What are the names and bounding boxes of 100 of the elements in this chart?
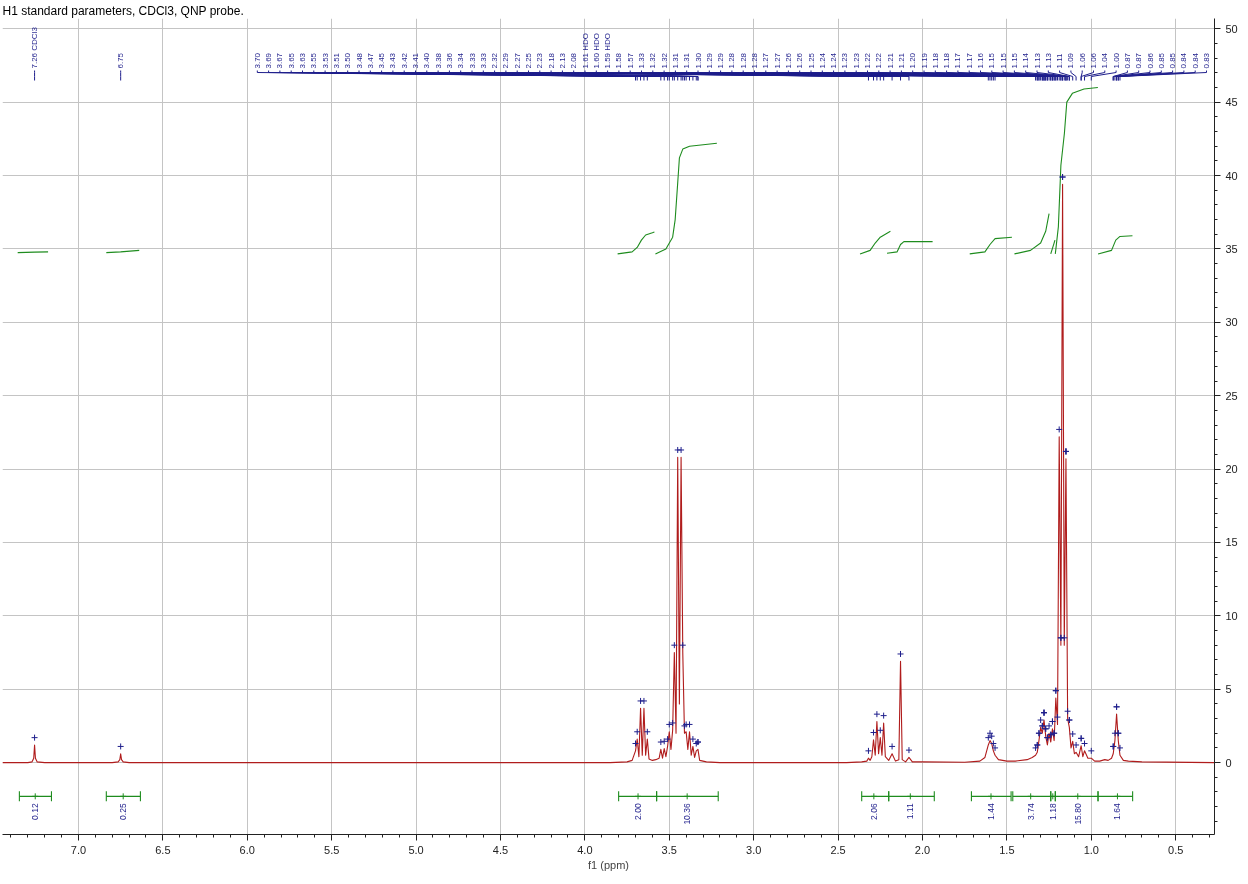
annotation: 1.28 (750, 52, 759, 69)
x-tick-label: 1.5 (999, 843, 1015, 856)
annotation: 1.26 (795, 52, 805, 69)
annotation: 1.30 (693, 52, 703, 69)
annotation: 1.28 (738, 52, 748, 69)
annotation: 1.00 (1111, 52, 1121, 69)
annotation: 3.63 (298, 52, 307, 69)
annotation: 1.58 (614, 52, 624, 69)
annotation: 2.27 (512, 52, 522, 69)
annotation: 1.15 (987, 52, 997, 69)
annotation: 0.25 (118, 803, 129, 820)
x-axis-title: f1 (ppm) (588, 858, 629, 871)
annotation: 3.69 (264, 52, 274, 69)
x-tick-label: 3.5 (661, 843, 677, 856)
chart-title: H1 standard parameters, CDCl3, QNP probe. (2, 3, 244, 18)
y-tick-label: 30 (1225, 316, 1238, 329)
y-tick-label: 40 (1225, 169, 1238, 182)
annotation: 1.18 (930, 52, 940, 69)
x-tick-label: 2.0 (914, 843, 931, 856)
annotation: 2.29 (501, 52, 511, 69)
annotation: 3.38 (433, 52, 443, 69)
annotation: 1.27 (761, 52, 771, 69)
annotation: 1.29 (716, 52, 726, 69)
annotation: 0.83 (1202, 52, 1211, 69)
annotation: 1.06 (1077, 52, 1087, 69)
annotation: 0.84 (1179, 52, 1189, 69)
annotation: 3.36 (444, 52, 454, 69)
annotation: 1.17 (953, 52, 963, 69)
annotation: 2.08 (569, 52, 579, 69)
x-tick-label: 4.5 (492, 843, 509, 856)
annotation: 3.34 (456, 52, 466, 69)
annotation: 0.87 (1134, 52, 1144, 69)
annotation: 1.21 (896, 52, 906, 69)
annotation: 2.06 (868, 803, 879, 820)
annotation: 1.59 HDO (603, 32, 613, 69)
annotation: 1.19 (919, 52, 929, 69)
annotation: 2.23 (535, 52, 545, 69)
y-tick-label: 5 (1225, 683, 1232, 696)
annotation: 3.70 (252, 52, 262, 69)
y-tick-label: 25 (1225, 389, 1238, 402)
annotation: 3.51 (331, 52, 341, 69)
annotation: 1.31 (670, 52, 680, 69)
annotation: 0.85 (1168, 52, 1178, 69)
x-tick-label: 0.5 (1168, 843, 1184, 856)
annotation: 1.11 (905, 803, 916, 820)
annotation: 6.75 (116, 52, 126, 69)
annotation: 1.06 (1089, 52, 1098, 69)
annotation: 2.25 (524, 52, 533, 69)
annotation: 7.26 CDCl3 (30, 26, 40, 69)
annotation: 1.27 (772, 52, 782, 69)
annotation: 0.84 (1190, 52, 1200, 69)
x-tick-label: 4.0 (577, 843, 593, 856)
annotation: 3.65 (286, 52, 296, 69)
annotation: 1.04 (1100, 52, 1110, 69)
annotation: 2.13 (557, 52, 567, 69)
y-tick-label: 15 (1225, 536, 1238, 549)
annotation: 3.48 (354, 52, 364, 69)
annotation: 1.16 (976, 52, 985, 69)
annotation: 3.33 (478, 52, 488, 69)
annotation: 0.87 (1122, 52, 1132, 69)
annotation: 3.45 (377, 52, 387, 69)
annotation: 0.12 (30, 803, 41, 820)
annotation: 1.33 (637, 52, 646, 69)
x-tick-label: 5.5 (324, 843, 340, 856)
annotation: 3.40 (422, 52, 432, 69)
annotation: 1.25 (806, 52, 816, 69)
annotation: 1.15 (998, 52, 1008, 69)
annotation: 1.22 (863, 52, 872, 69)
x-tick-label: 6.0 (239, 843, 255, 856)
annotation: 1.22 (874, 52, 884, 69)
annotation: 1.64 (1112, 803, 1123, 820)
annotation: 1.20 (908, 52, 918, 69)
x-tick-label: 5.0 (408, 843, 424, 856)
annotation: 1.32 (648, 52, 658, 69)
annotation: 1.15 (1009, 52, 1019, 69)
annotation: 1.28 (727, 52, 737, 69)
annotation: 1.31 (682, 52, 692, 69)
annotation: 3.55 (309, 52, 319, 69)
annotation: 1.09 (1066, 52, 1076, 69)
annotation: 3.53 (320, 52, 330, 69)
annotation: 3.67 (275, 52, 285, 69)
y-tick-label: 0 (1225, 756, 1232, 769)
y-tick-label: 50 (1225, 22, 1238, 35)
annotation: 0.86 (1145, 52, 1155, 69)
annotation: 3.47 (365, 52, 375, 69)
annotation: 1.13 (1032, 52, 1042, 69)
annotation: 1.23 (851, 52, 861, 69)
annotation: 1.17 (964, 52, 974, 69)
annotation: 0.85 (1156, 52, 1166, 69)
annotation: 1.26 (783, 52, 793, 69)
annotation: 1.29 (704, 52, 714, 69)
x-tick-label: 7.0 (70, 843, 87, 856)
annotation: 1.21 (885, 52, 895, 69)
annotation: 1.60 HDO (591, 32, 601, 69)
annotation: 3.33 (467, 52, 477, 69)
x-tick-label: 2.5 (830, 843, 846, 856)
annotation: 3.74 (1025, 803, 1036, 820)
annotation: 1.61 HDO (580, 32, 590, 69)
annotation: 2.00 (633, 803, 644, 820)
y-tick-label: 45 (1225, 96, 1238, 109)
